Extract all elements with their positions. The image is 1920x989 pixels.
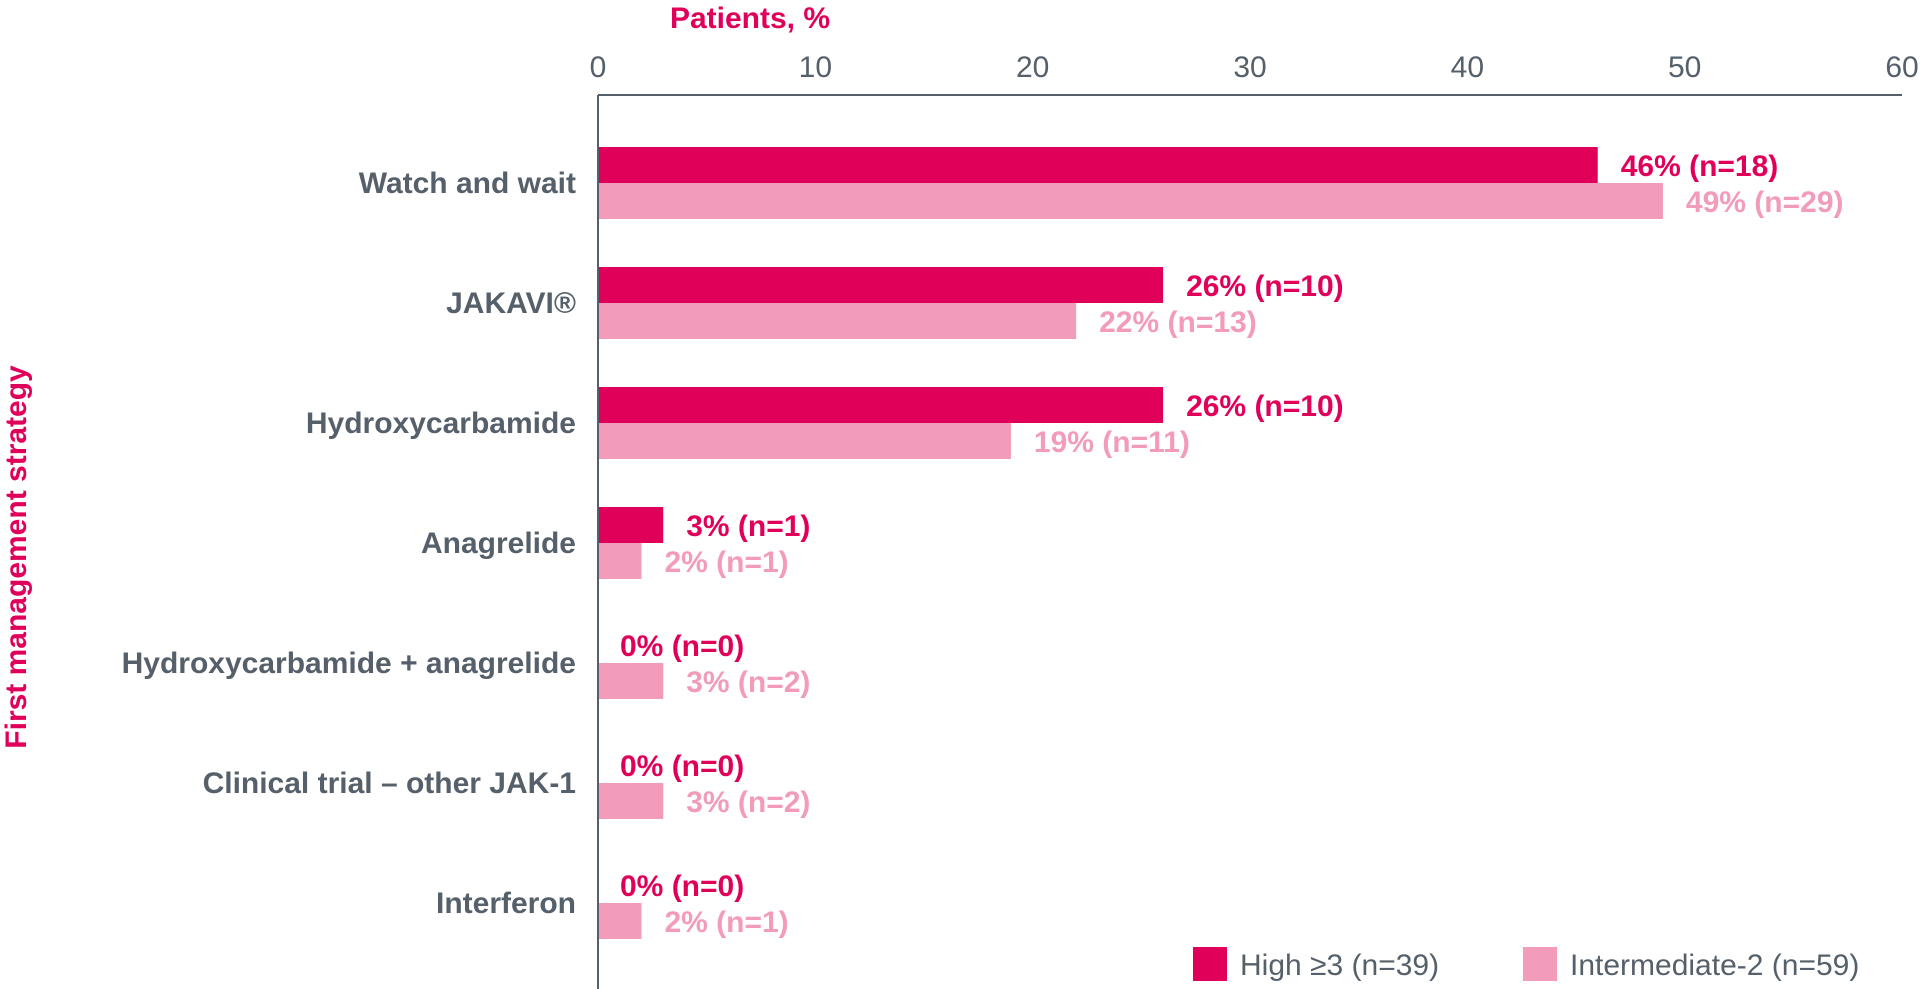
- x-axis-title: Patients, %: [670, 2, 830, 35]
- bar-intermediate: [599, 543, 642, 579]
- category-labels: Watch and wait JAKAVI® Hydroxycarbamide Ana…: [122, 167, 576, 920]
- category-label: JAKAVI®: [446, 287, 576, 320]
- data-label: 3% (n=1): [686, 510, 810, 543]
- x-tick-label: 40: [1451, 51, 1484, 84]
- x-tick-label: 50: [1668, 51, 1701, 84]
- data-label: 0% (n=0): [620, 630, 744, 663]
- data-label: 0% (n=0): [620, 870, 744, 903]
- x-tick-label: 0: [590, 51, 607, 84]
- data-label: 26% (n=10): [1186, 270, 1344, 303]
- category-label: Hydroxycarbamide: [306, 407, 576, 440]
- data-label: 0% (n=0): [620, 750, 744, 783]
- legend-label: Intermediate-2 (n=59): [1570, 949, 1859, 982]
- bar-intermediate: [599, 783, 664, 819]
- bar-high: [599, 147, 1598, 183]
- data-label: 22% (n=13): [1099, 306, 1257, 339]
- x-axis-ticks: 0 10 20 30 40 50 60: [590, 51, 1919, 84]
- bar-intermediate: [599, 303, 1077, 339]
- bar-intermediate: [599, 183, 1663, 219]
- data-label: 3% (n=2): [686, 786, 810, 819]
- legend: High ≥3 (n=39) Intermediate-2 (n=59): [1193, 947, 1859, 982]
- bar-intermediate: [599, 423, 1011, 459]
- category-label: Clinical trial – other JAK-1: [203, 767, 576, 800]
- bar-high: [599, 267, 1164, 303]
- bars: [599, 147, 1663, 939]
- category-label: Anagrelide: [421, 527, 576, 560]
- category-label: Watch and wait: [359, 167, 576, 200]
- data-label: 46% (n=18): [1621, 150, 1779, 183]
- bar-intermediate: [599, 663, 664, 699]
- category-label: Interferon: [436, 887, 576, 920]
- x-tick-label: 20: [1016, 51, 1049, 84]
- x-tick-label: 10: [799, 51, 832, 84]
- y-axis-title: First management strategy: [0, 365, 33, 749]
- data-label: 26% (n=10): [1186, 390, 1344, 423]
- data-label: 2% (n=1): [664, 546, 788, 579]
- x-tick-label: 30: [1233, 51, 1266, 84]
- bar-intermediate: [599, 903, 642, 939]
- data-label: 19% (n=11): [1034, 426, 1190, 459]
- legend-swatch: [1523, 947, 1557, 981]
- x-tick-label: 60: [1885, 51, 1918, 84]
- axes: [597, 94, 1902, 989]
- legend-swatch: [1193, 947, 1227, 981]
- legend-label: High ≥3 (n=39): [1240, 949, 1439, 982]
- data-labels: 46% (n=18)49% (n=29)26% (n=10)22% (n=13)…: [620, 150, 1844, 939]
- bar-high: [599, 507, 664, 543]
- bar-high: [599, 387, 1164, 423]
- data-label: 2% (n=1): [664, 906, 788, 939]
- data-label: 49% (n=29): [1686, 186, 1844, 219]
- category-label: Hydroxycarbamide + anagrelide: [122, 647, 576, 680]
- data-label: 3% (n=2): [686, 666, 810, 699]
